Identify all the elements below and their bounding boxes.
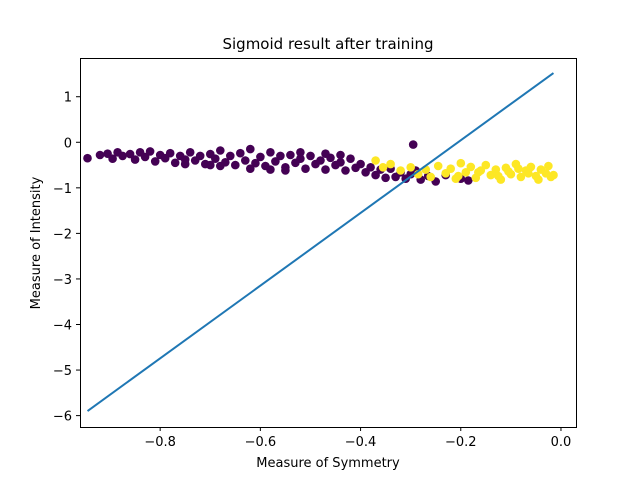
data-point-class-0 xyxy=(108,154,117,163)
data-point-class-0 xyxy=(236,148,245,158)
data-point-class-0 xyxy=(366,163,375,172)
data-point-class-0 xyxy=(408,140,418,149)
data-point-class-0 xyxy=(321,149,330,158)
data-point-class-0 xyxy=(346,154,355,163)
data-point-class-0 xyxy=(130,155,140,164)
data-point-class-0 xyxy=(241,156,250,165)
data-point-class-0 xyxy=(371,170,380,180)
x-tick-label: −0.6 xyxy=(245,435,277,450)
data-point-class-0 xyxy=(276,151,285,161)
data-point-class-0 xyxy=(140,152,150,162)
data-point-class-1 xyxy=(378,163,388,172)
data-point-class-1 xyxy=(406,163,416,172)
data-point-class-1 xyxy=(494,171,503,181)
data-point-class-1 xyxy=(426,172,436,182)
data-point-class-1 xyxy=(461,168,471,177)
data-point-class-1 xyxy=(396,166,405,175)
decision-boundary-line xyxy=(86,72,555,412)
data-point-class-0 xyxy=(356,159,365,169)
data-point-class-0 xyxy=(206,160,215,170)
data-point-class-0 xyxy=(381,173,390,183)
data-point-class-0 xyxy=(306,151,315,161)
data-point-class-0 xyxy=(251,158,260,168)
y-axis-ticks: 1 0 −1 −2 −3 −4 −5 −6 xyxy=(53,91,80,425)
data-point-class-1 xyxy=(514,164,523,173)
data-point-class-0 xyxy=(185,148,195,157)
x-tick-label: 0.0 xyxy=(551,435,572,450)
data-point-class-0 xyxy=(226,151,235,161)
data-point-class-1 xyxy=(486,170,496,180)
y-axis-label: Measure of Intensity xyxy=(29,176,44,309)
data-point-class-0 xyxy=(95,150,105,160)
x-axis-ticks: −0.8 −0.6 −0.4 −0.2 0.0 xyxy=(144,427,571,450)
data-point-class-0 xyxy=(256,152,265,162)
data-point-class-1 xyxy=(371,156,380,165)
data-point-class-0 xyxy=(231,160,240,170)
data-point-class-1 xyxy=(456,158,466,168)
data-point-class-0 xyxy=(118,151,127,161)
y-tick-label: −2 xyxy=(53,227,72,242)
y-tick-label: −5 xyxy=(53,364,72,379)
x-axis-label: Measure of Symmetry xyxy=(256,456,400,471)
data-point-class-1 xyxy=(466,162,476,172)
data-point-class-1 xyxy=(386,159,395,169)
y-tick-label: −1 xyxy=(53,182,72,197)
x-tick-label: −0.4 xyxy=(345,435,377,450)
y-tick-label: 0 xyxy=(64,136,72,151)
data-point-class-0 xyxy=(180,159,190,169)
y-tick-label: −6 xyxy=(53,410,72,425)
data-point-class-0 xyxy=(271,157,280,166)
data-point-class-1 xyxy=(524,169,533,178)
y-tick-label: 1 xyxy=(64,91,72,106)
data-point-class-0 xyxy=(281,166,290,175)
data-point-class-0 xyxy=(341,166,350,175)
data-point-class-0 xyxy=(296,154,305,163)
x-tick-label: −0.2 xyxy=(445,435,477,450)
data-point-class-0 xyxy=(266,165,275,174)
data-point-class-0 xyxy=(145,147,155,156)
data-point-class-0 xyxy=(246,144,255,154)
data-point-class-1 xyxy=(433,161,443,171)
data-point-class-0 xyxy=(165,148,175,158)
data-point-class-0 xyxy=(170,158,180,168)
data-point-class-0 xyxy=(321,165,330,174)
data-point-class-0 xyxy=(296,148,305,157)
data-point-class-1 xyxy=(454,171,463,181)
data-point-class-0 xyxy=(211,154,220,163)
data-point-class-0 xyxy=(336,150,345,160)
data-point-class-0 xyxy=(150,157,160,166)
data-point-class-1 xyxy=(504,167,513,176)
x-tick-label: −0.8 xyxy=(144,435,176,450)
data-point-class-0 xyxy=(464,176,473,185)
data-points xyxy=(83,72,558,412)
data-point-class-0 xyxy=(125,149,135,159)
y-tick-label: −3 xyxy=(53,273,72,288)
data-point-class-0 xyxy=(266,148,275,157)
data-point-class-0 xyxy=(83,153,92,163)
axes-frame xyxy=(80,58,577,428)
data-point-class-1 xyxy=(474,168,483,177)
y-tick-label: −4 xyxy=(53,319,72,334)
data-point-class-1 xyxy=(481,160,491,170)
data-point-class-1 xyxy=(446,164,456,173)
data-point-class-1 xyxy=(516,172,526,182)
data-point-class-0 xyxy=(195,151,205,161)
data-point-class-0 xyxy=(316,156,325,165)
data-point-class-0 xyxy=(286,150,295,160)
data-point-class-0 xyxy=(216,146,225,155)
data-point-class-0 xyxy=(301,164,310,173)
data-point-class-0 xyxy=(246,164,255,173)
data-point-class-1 xyxy=(549,170,558,180)
data-point-class-1 xyxy=(544,161,553,171)
chart-title: Sigmoid result after training xyxy=(222,35,433,53)
data-point-class-0 xyxy=(216,161,225,171)
data-point-class-0 xyxy=(336,158,345,167)
data-point-class-1 xyxy=(534,175,543,184)
